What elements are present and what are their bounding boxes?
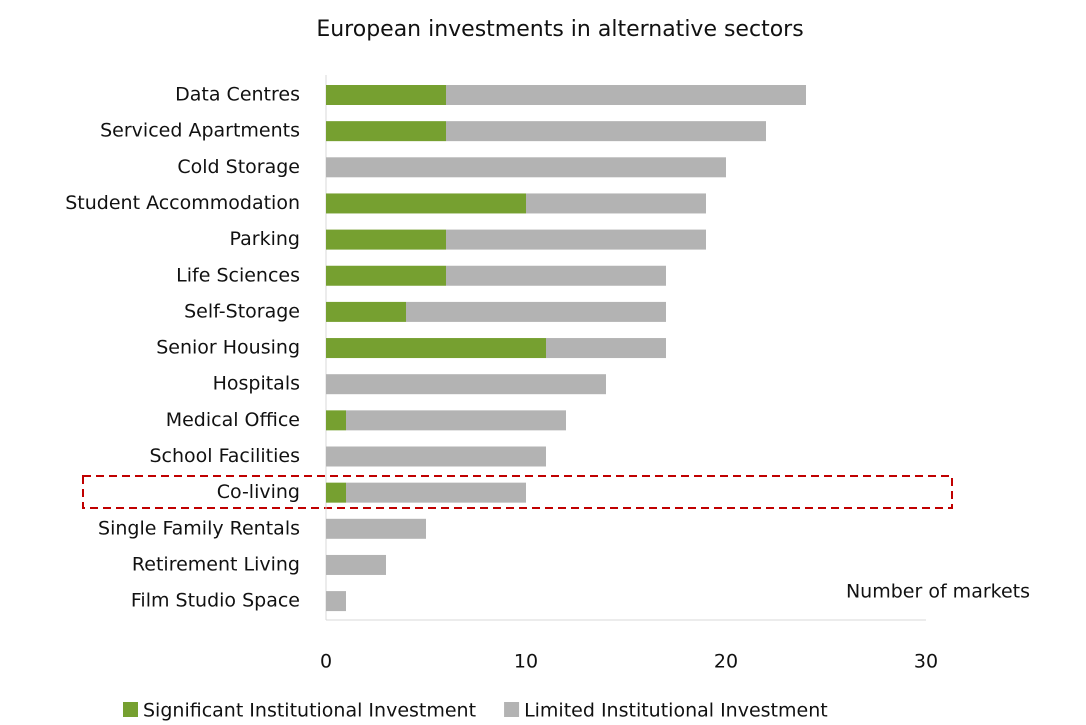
x-tick-label: 0 — [320, 651, 332, 673]
bar-segment — [326, 591, 346, 612]
bar-segment — [326, 85, 446, 105]
x-tick-label: 30 — [914, 651, 938, 673]
bar-segment — [446, 85, 806, 105]
y-tick-label: Medical Office — [166, 409, 300, 431]
y-tick-label: Data Centres — [175, 84, 300, 106]
bar-segment — [326, 482, 346, 503]
y-tick-label: Single Family Rentals — [98, 517, 300, 539]
bar-segment — [546, 338, 666, 359]
x-tick-label: 10 — [514, 651, 538, 673]
bar-segment — [326, 121, 446, 142]
x-axis-label: Number of markets — [846, 581, 1030, 603]
legend-swatch — [123, 702, 138, 717]
bar-segment — [346, 410, 566, 431]
y-tick-label: Self-Storage — [184, 300, 300, 322]
highlight-box — [82, 475, 953, 509]
bar-segment — [326, 229, 446, 250]
bar-segment — [446, 229, 706, 250]
bar-segment — [406, 301, 666, 322]
y-tick-label: Serviced Apartments — [100, 120, 300, 142]
chart-title: European investments in alternative sect… — [316, 17, 803, 42]
bar-segment — [326, 338, 546, 359]
bar-segment — [526, 193, 706, 214]
y-tick-label: Hospitals — [213, 373, 300, 395]
bar-segment — [326, 301, 406, 322]
x-tick-label: 20 — [714, 651, 738, 673]
bar-segment — [446, 265, 666, 286]
bar-segment — [326, 193, 526, 214]
legend-label: Significant Institutional Investment — [143, 700, 476, 722]
bar-segment — [326, 554, 386, 575]
bar-segment — [326, 265, 446, 286]
bar-segment — [326, 374, 606, 395]
legend-label: Limited Institutional Investment — [524, 700, 828, 722]
y-tick-label: Co-living — [217, 481, 300, 503]
y-tick-label: Student Accommodation — [65, 192, 300, 214]
y-tick-label: Life Sciences — [176, 264, 300, 286]
y-tick-label: Retirement Living — [132, 553, 300, 575]
bar-segment — [346, 482, 526, 503]
bar-segment — [326, 157, 726, 178]
y-tick-label: Senior Housing — [156, 337, 300, 359]
y-tick-label: School Facilities — [149, 445, 300, 467]
bar-segment — [326, 518, 426, 539]
y-tick-label: Cold Storage — [177, 156, 300, 178]
bar-segment — [326, 446, 546, 467]
bar-segment — [326, 410, 346, 431]
bar-segment — [446, 121, 766, 142]
legend-swatch — [504, 702, 520, 717]
y-tick-label: Film Studio Space — [131, 590, 300, 612]
y-tick-label: Parking — [230, 228, 300, 250]
